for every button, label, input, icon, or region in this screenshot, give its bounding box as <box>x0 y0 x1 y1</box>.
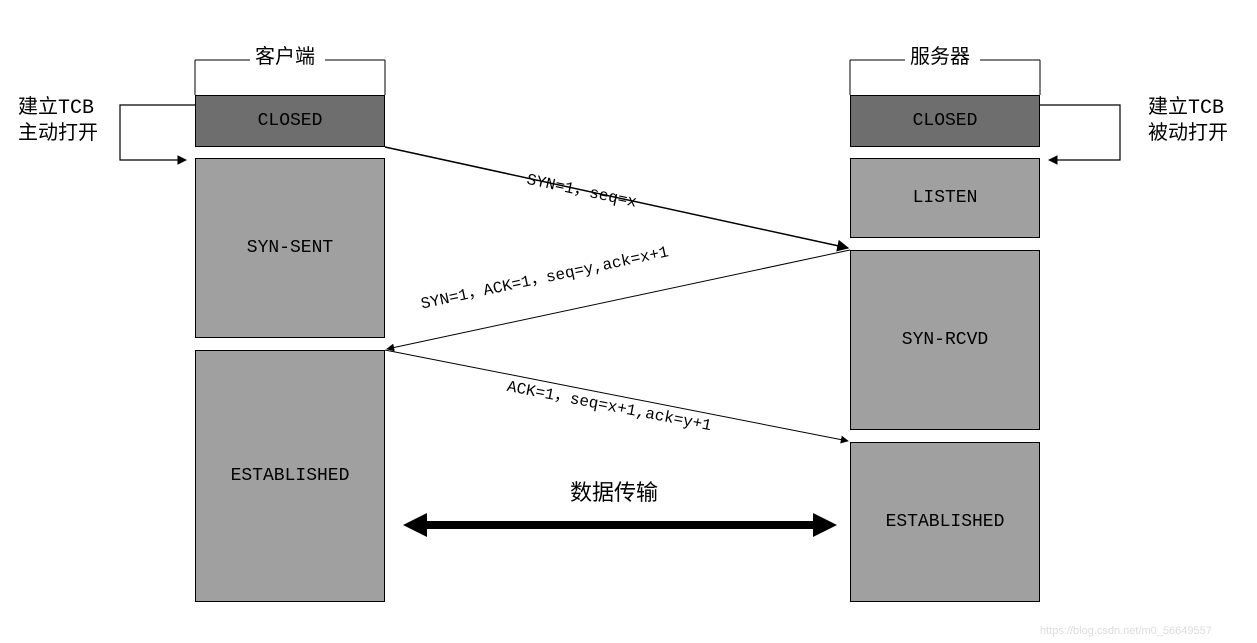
client-established-state: ESTABLISHED <box>195 350 385 602</box>
server-listen-state: LISTEN <box>850 158 1040 238</box>
msg-syn-label: SYN=1，seq=x <box>525 165 640 212</box>
server-syn-rcvd-text: SYN-RCVD <box>902 330 988 350</box>
server-closed-state: CLOSED <box>850 95 1040 147</box>
server-listen-text: LISTEN <box>913 188 978 208</box>
client-syn-sent-state: SYN-SENT <box>195 158 385 338</box>
server-closed-text: CLOSED <box>913 111 978 131</box>
msg-ack-label: ACK=1，seq=x+1,ack=y+1 <box>505 372 714 435</box>
client-established-text: ESTABLISHED <box>231 466 350 486</box>
right-annot-line2: 被动打开 <box>1148 116 1228 146</box>
server-established-text: ESTABLISHED <box>886 512 1005 532</box>
server-established-state: ESTABLISHED <box>850 442 1040 602</box>
watermark-text: https://blog.csdn.net/m0_56649557 <box>1040 625 1212 637</box>
client-closed-state: CLOSED <box>195 95 385 147</box>
msg-synack-label: SYN=1，ACK=1，seq=y,ack=x+1 <box>418 237 670 313</box>
left-annot-line2: 主动打开 <box>18 116 98 146</box>
diagram-arrows <box>0 0 1257 643</box>
server-syn-rcvd-state: SYN-RCVD <box>850 250 1040 430</box>
client-syn-sent-text: SYN-SENT <box>247 238 333 258</box>
client-label: 客户端 <box>255 40 315 70</box>
client-closed-text: CLOSED <box>258 111 323 131</box>
data-transfer-label: 数据传输 <box>570 475 658 507</box>
server-label: 服务器 <box>910 40 970 70</box>
